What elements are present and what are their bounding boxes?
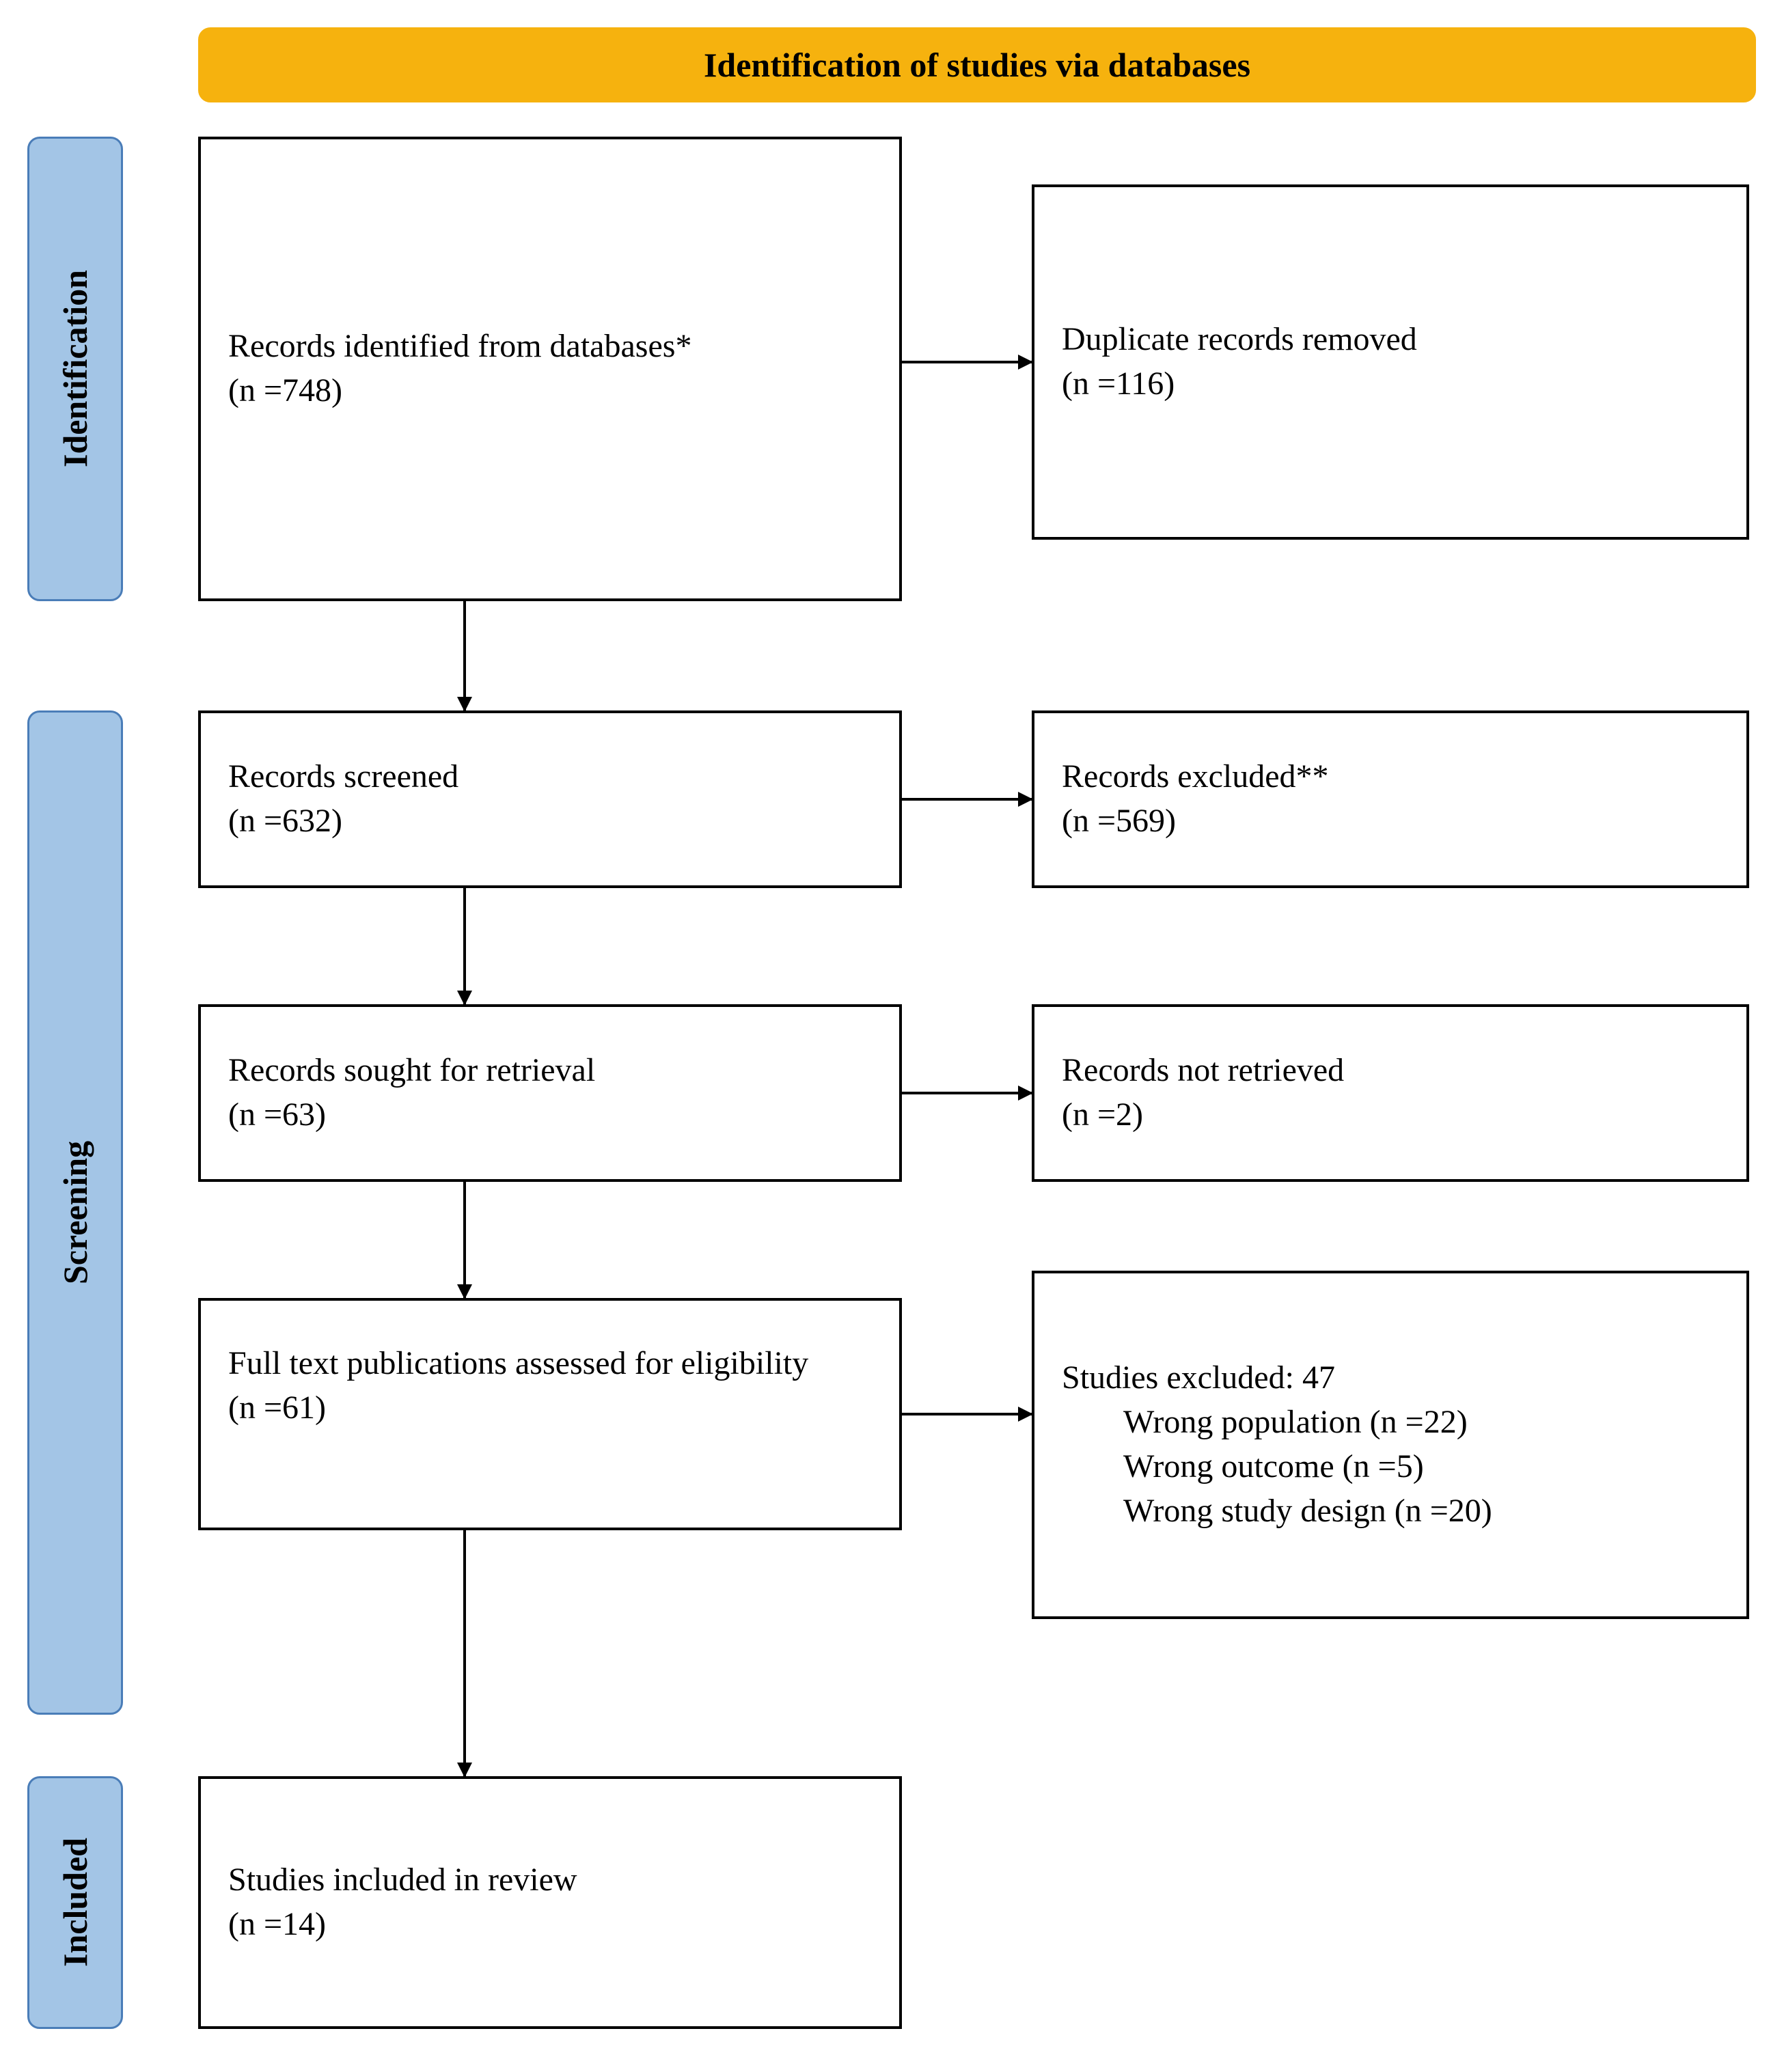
records-not-retrieved-line-1: (n =2) xyxy=(1062,1093,1719,1137)
studies-included: Studies included in review(n =14) xyxy=(198,1776,902,2029)
records-not-retrieved: Records not retrieved(n =2) xyxy=(1032,1004,1749,1182)
duplicates-removed: Duplicate records removed (n =116) xyxy=(1032,184,1749,540)
records-excluded: Records excluded**(n =569) xyxy=(1032,710,1749,888)
fulltext-assessed-line-0: Full text publications assessed for elig… xyxy=(228,1342,872,1386)
records-not-retrieved-line-0: Records not retrieved xyxy=(1062,1049,1719,1093)
phase-included: Included xyxy=(27,1776,123,2029)
records-excluded-line-1: (n =569) xyxy=(1062,799,1719,844)
records-screened-line-1: (n =632) xyxy=(228,799,872,844)
studies-excluded-line-1: Wrong population (n =22) xyxy=(1062,1400,1719,1445)
prisma-flowchart: Identification of studies via databases … xyxy=(27,27,1757,2045)
records-sought: Records sought for retrieval(n =63) xyxy=(198,1004,902,1182)
studies-excluded-line-2: Wrong outcome (n =5) xyxy=(1062,1445,1719,1489)
duplicates-removed-line-1: (n =116) xyxy=(1062,362,1719,406)
records-sought-line-1: (n =63) xyxy=(228,1093,872,1137)
records-identified: Records identified from databases*(n =74… xyxy=(198,137,902,601)
studies-included-line-1: (n =14) xyxy=(228,1903,872,1947)
records-sought-line-0: Records sought for retrieval xyxy=(228,1049,872,1093)
phase-identification-label: Identification xyxy=(55,271,95,468)
studies-included-line-0: Studies included in review xyxy=(228,1858,872,1903)
records-identified-line-1: (n =748) xyxy=(228,369,872,413)
fulltext-assessed: Full text publications assessed for elig… xyxy=(198,1298,902,1530)
phase-included-label: Included xyxy=(55,1838,95,1967)
studies-excluded: Studies excluded: 47Wrong population (n … xyxy=(1032,1271,1749,1619)
studies-excluded-line-0: Studies excluded: 47 xyxy=(1062,1356,1719,1400)
fulltext-assessed-line-1: (n =61) xyxy=(228,1386,872,1431)
header-text: Identification of studies via databases xyxy=(704,45,1250,85)
phase-screening-label: Screening xyxy=(55,1141,95,1284)
phase-screening: Screening xyxy=(27,710,123,1715)
records-screened-line-0: Records screened xyxy=(228,755,872,799)
records-excluded-line-0: Records excluded** xyxy=(1062,755,1719,799)
header-banner: Identification of studies via databases xyxy=(198,27,1756,102)
records-identified-line-0: Records identified from databases* xyxy=(228,324,872,369)
studies-excluded-line-3: Wrong study design (n =20) xyxy=(1062,1489,1719,1534)
phase-identification: Identification xyxy=(27,137,123,601)
duplicates-removed-line-0: Duplicate records removed xyxy=(1062,318,1719,362)
records-screened: Records screened(n =632) xyxy=(198,710,902,888)
